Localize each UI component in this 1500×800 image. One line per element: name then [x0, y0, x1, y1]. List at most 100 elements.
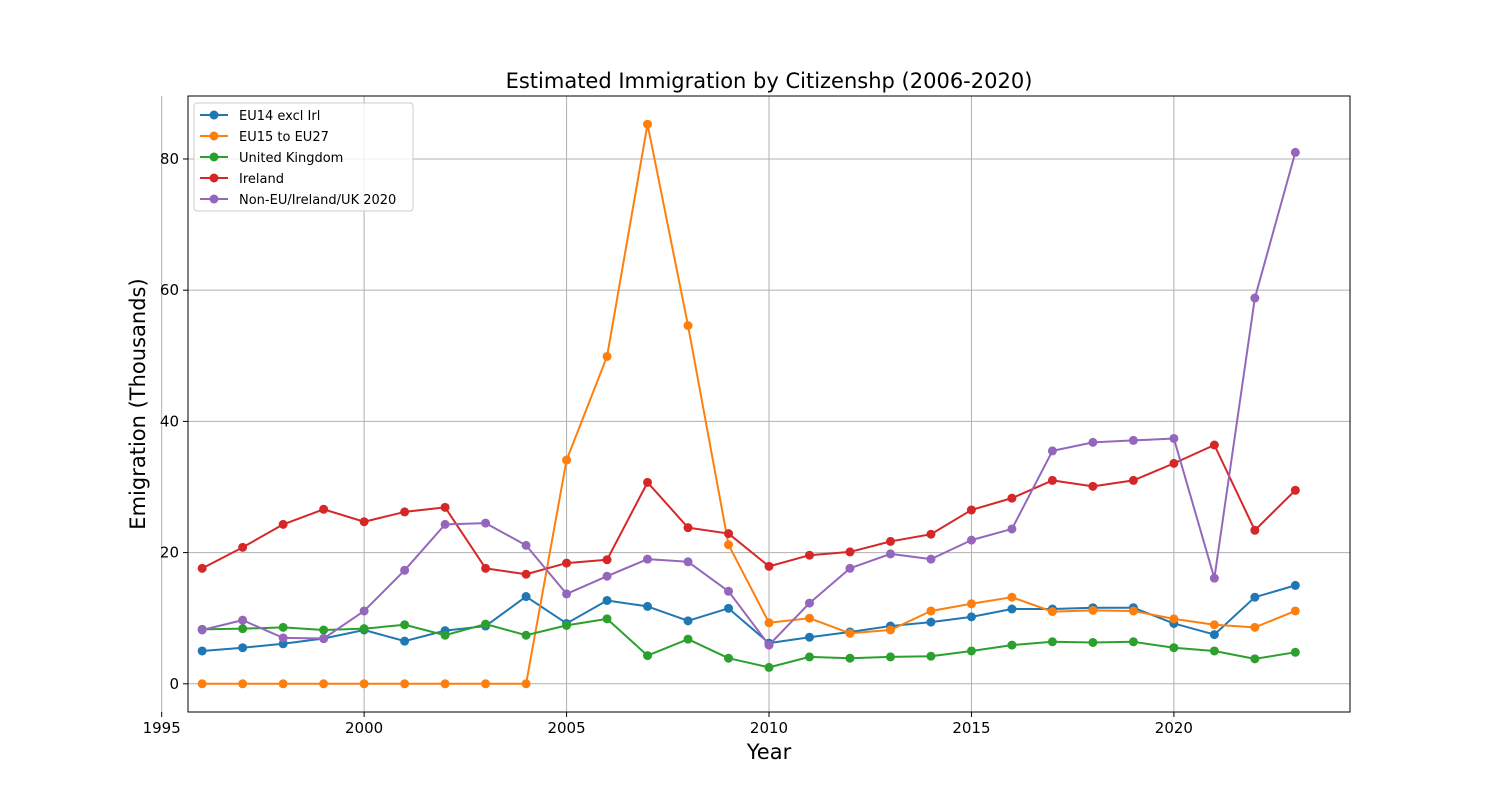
- data-point-non-eu-ireland-uk-2020: [643, 554, 653, 564]
- data-point-eu15-to-eu27: [926, 606, 936, 616]
- data-point-united-kingdom: [845, 653, 855, 663]
- data-point-eu14-excl-irl: [1250, 592, 1260, 602]
- legend-label: EU14 excl Irl: [239, 109, 320, 124]
- data-point-eu14-excl-irl: [1007, 604, 1017, 614]
- data-point-non-eu-ireland-uk-2020: [1047, 446, 1057, 456]
- x-axis-label: Year: [746, 740, 792, 764]
- data-point-eu14-excl-irl: [724, 603, 734, 613]
- data-point-non-eu-ireland-uk-2020: [562, 589, 572, 599]
- data-point-ireland: [885, 536, 895, 546]
- data-point-non-eu-ireland-uk-2020: [1169, 433, 1179, 443]
- data-point-ireland: [966, 505, 976, 515]
- x-tick-label: 2020: [1155, 719, 1193, 737]
- data-point-ireland: [278, 519, 288, 529]
- data-point-non-eu-ireland-uk-2020: [804, 598, 814, 608]
- data-point-ireland: [562, 558, 572, 568]
- x-tick-label: 2010: [750, 719, 788, 737]
- data-point-eu14-excl-irl: [1290, 580, 1300, 590]
- data-point-non-eu-ireland-uk-2020: [926, 554, 936, 564]
- data-point-non-eu-ireland-uk-2020: [319, 634, 329, 644]
- data-point-united-kingdom: [1047, 637, 1057, 647]
- legend-swatch-marker: [209, 131, 219, 141]
- data-point-ireland: [724, 529, 734, 539]
- data-point-ireland: [643, 477, 653, 487]
- series-layer: [197, 119, 1300, 689]
- x-tick-label: 2015: [952, 719, 990, 737]
- data-point-non-eu-ireland-uk-2020: [1088, 437, 1098, 447]
- data-point-united-kingdom: [238, 624, 248, 634]
- data-point-eu15-to-eu27: [683, 321, 693, 331]
- data-point-eu15-to-eu27: [197, 679, 207, 689]
- legend-swatch-marker: [209, 173, 219, 183]
- data-point-non-eu-ireland-uk-2020: [724, 586, 734, 596]
- data-point-eu15-to-eu27: [440, 679, 450, 689]
- data-point-non-eu-ireland-uk-2020: [966, 535, 976, 545]
- data-point-eu14-excl-irl: [683, 616, 693, 626]
- legend-item-united-kingdom: United Kingdom: [200, 151, 343, 166]
- data-point-ireland: [1088, 481, 1098, 491]
- data-point-united-kingdom: [278, 622, 288, 632]
- data-point-eu15-to-eu27: [562, 455, 572, 465]
- data-point-eu15-to-eu27: [359, 679, 369, 689]
- data-point-united-kingdom: [1209, 646, 1219, 656]
- data-point-non-eu-ireland-uk-2020: [885, 549, 895, 559]
- data-point-eu14-excl-irl: [1209, 630, 1219, 640]
- data-point-eu14-excl-irl: [197, 646, 207, 656]
- data-point-non-eu-ireland-uk-2020: [1128, 435, 1138, 445]
- data-point-ireland: [521, 569, 531, 579]
- data-point-ireland: [319, 504, 329, 514]
- legend-item-eu14-excl-irl: EU14 excl Irl: [200, 109, 320, 124]
- data-point-eu15-to-eu27: [1169, 614, 1179, 624]
- data-point-non-eu-ireland-uk-2020: [481, 518, 491, 528]
- data-point-eu15-to-eu27: [602, 351, 612, 361]
- legend-swatch-marker: [209, 110, 219, 120]
- data-point-non-eu-ireland-uk-2020: [197, 625, 207, 635]
- series-ireland: [197, 440, 1300, 579]
- data-point-eu15-to-eu27: [1250, 622, 1260, 632]
- data-point-united-kingdom: [602, 614, 612, 624]
- data-point-non-eu-ireland-uk-2020: [1250, 293, 1260, 303]
- data-point-eu15-to-eu27: [319, 679, 329, 689]
- data-point-united-kingdom: [1088, 637, 1098, 647]
- data-point-ireland: [440, 502, 450, 512]
- data-point-ireland: [197, 563, 207, 573]
- data-point-eu15-to-eu27: [1128, 606, 1138, 616]
- data-point-ireland: [1047, 475, 1057, 485]
- series-line-eu14-excl-irl: [202, 584, 1296, 652]
- data-point-united-kingdom: [481, 619, 491, 629]
- data-point-ireland: [926, 529, 936, 539]
- data-point-non-eu-ireland-uk-2020: [278, 633, 288, 643]
- data-point-united-kingdom: [804, 652, 814, 662]
- data-point-non-eu-ireland-uk-2020: [845, 563, 855, 573]
- data-point-eu15-to-eu27: [966, 599, 976, 609]
- data-point-eu14-excl-irl: [966, 612, 976, 622]
- y-axis-label: Emigration (Thousands): [126, 278, 150, 529]
- data-point-united-kingdom: [400, 620, 410, 630]
- y-tick-label: 20: [160, 544, 179, 562]
- data-point-eu15-to-eu27: [1290, 606, 1300, 616]
- data-point-eu15-to-eu27: [764, 618, 774, 628]
- data-point-eu14-excl-irl: [804, 632, 814, 642]
- data-point-ireland: [400, 507, 410, 517]
- data-point-united-kingdom: [966, 646, 976, 656]
- data-point-ireland: [1128, 475, 1138, 485]
- y-tick-label: 0: [169, 675, 179, 693]
- y-tick-label: 60: [160, 281, 179, 299]
- data-point-non-eu-ireland-uk-2020: [1007, 524, 1017, 534]
- data-point-ireland: [481, 563, 491, 573]
- data-point-eu15-to-eu27: [481, 679, 491, 689]
- legend-swatch-marker: [209, 152, 219, 162]
- data-point-eu15-to-eu27: [845, 628, 855, 638]
- data-point-eu14-excl-irl: [602, 595, 612, 605]
- legend-label: Non-EU/Ireland/UK 2020: [239, 193, 396, 208]
- data-point-eu14-excl-irl: [521, 592, 531, 602]
- data-point-non-eu-ireland-uk-2020: [359, 606, 369, 616]
- data-point-non-eu-ireland-uk-2020: [764, 640, 774, 650]
- data-point-eu15-to-eu27: [724, 540, 734, 550]
- series-line-non-eu-ireland-uk-2020: [201, 152, 1297, 647]
- data-point-united-kingdom: [1250, 654, 1260, 664]
- data-point-non-eu-ireland-uk-2020: [400, 565, 410, 575]
- data-point-eu15-to-eu27: [400, 679, 410, 689]
- data-point-non-eu-ireland-uk-2020: [440, 519, 450, 529]
